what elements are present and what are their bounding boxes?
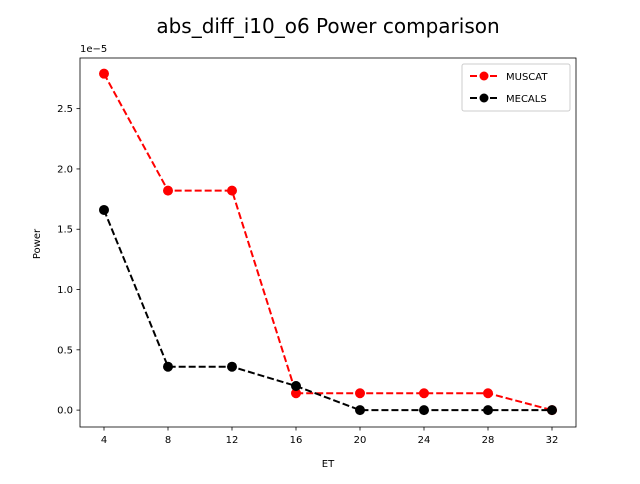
- y-axis-label: Power: [32, 228, 43, 259]
- data-point-muscat: [419, 388, 429, 399]
- y-tick-label: 0.0: [57, 406, 73, 417]
- data-point-mecals: [547, 405, 557, 416]
- legend-label-mecals: MECALS: [506, 94, 547, 105]
- data-point-muscat: [163, 185, 173, 196]
- data-point-mecals: [291, 381, 301, 391]
- series-line-muscat: [103, 73, 553, 412]
- y-tick-label: 2.0: [57, 164, 73, 175]
- data-point-muscat: [99, 68, 109, 79]
- legend-box: [461, 63, 571, 112]
- x-tick-label: 20: [354, 435, 367, 446]
- x-tick-label: 4: [101, 435, 107, 446]
- x-tick-label: 24: [418, 435, 431, 446]
- plot-area: 4 8 12 16 20 24 28 32 0.0 0.5 1.0 1.5 2.0 2.5: [57, 57, 577, 446]
- y-axis-offset-label: 1e−5: [80, 44, 107, 55]
- y-tick-label: 1.0: [57, 285, 73, 296]
- legend: MUSCAT MECALS: [461, 63, 571, 112]
- legend-label-muscat: MUSCAT: [506, 72, 548, 83]
- y-tick-label: 0.5: [57, 345, 73, 356]
- data-point-muscat: [355, 388, 365, 399]
- legend-marker-mecals: [479, 93, 489, 103]
- series-line-mecals: [103, 209, 552, 412]
- axes-frame: [79, 57, 577, 428]
- data-point-mecals: [419, 405, 429, 416]
- x-tick-label: 32: [546, 435, 559, 446]
- x-axis-label: ET: [322, 459, 335, 470]
- data-point-mecals: [483, 405, 493, 416]
- chart-title: abs_diff_i10_o6 Power comparison: [156, 14, 499, 38]
- data-point-mecals: [163, 361, 173, 372]
- data-point-muscat: [483, 388, 493, 399]
- data-point-muscat: [227, 185, 237, 196]
- data-point-mecals: [355, 405, 365, 416]
- x-tick-label: 28: [482, 435, 495, 446]
- data-point-mecals: [227, 361, 237, 372]
- legend-marker-muscat: [479, 71, 489, 81]
- y-tick-label: 1.5: [57, 225, 73, 236]
- x-tick-label: 12: [226, 435, 239, 446]
- x-tick-label: 8: [165, 435, 171, 446]
- x-tick-label: 16: [290, 435, 303, 446]
- y-tick-label: 2.5: [57, 104, 73, 115]
- data-point-mecals: [99, 204, 109, 215]
